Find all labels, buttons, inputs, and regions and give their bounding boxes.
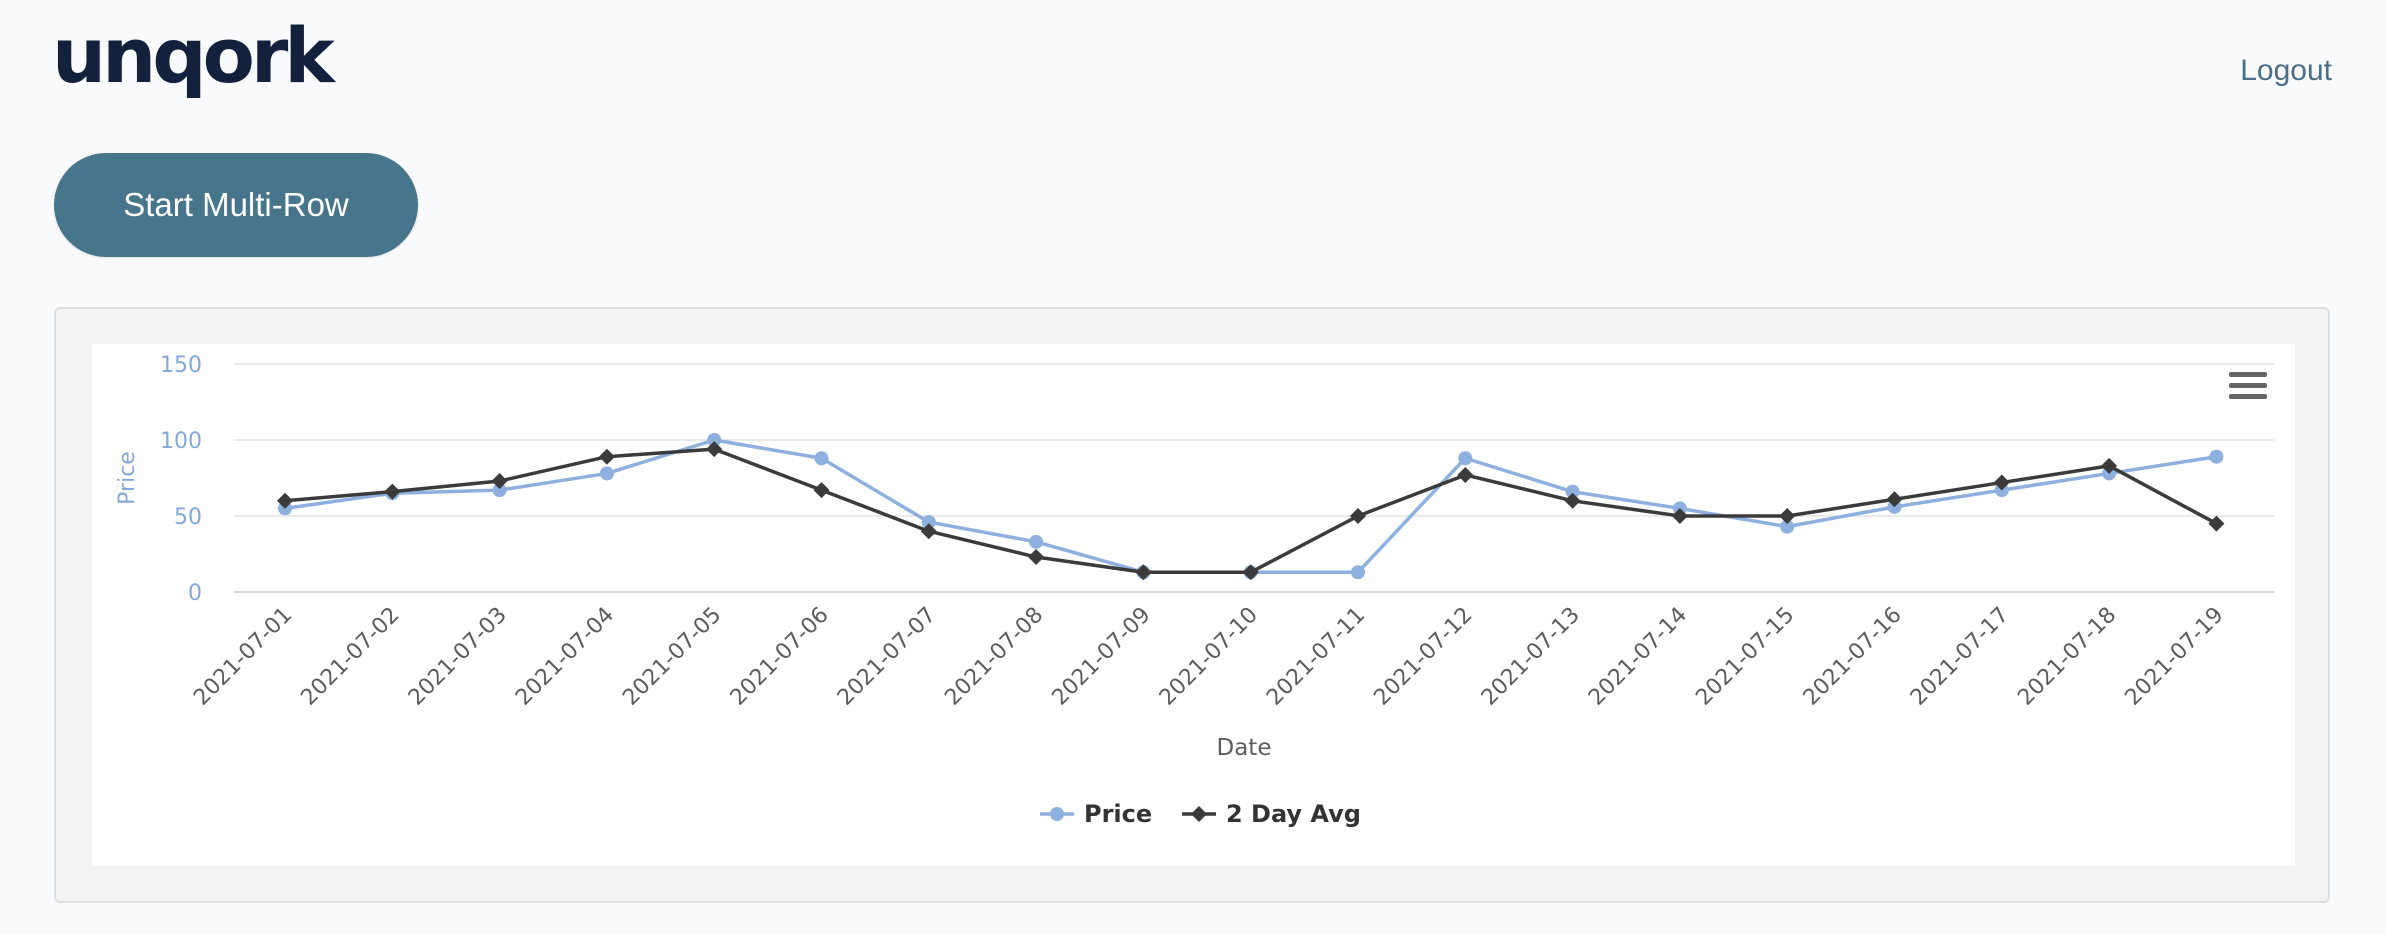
x-tick-label: 2021-07-02	[296, 603, 404, 711]
avg-point	[598, 448, 615, 465]
x-tick-label: 2021-07-03	[404, 603, 512, 711]
price-point	[1458, 451, 1473, 466]
avg-point	[1135, 564, 1152, 581]
price-point	[921, 515, 936, 530]
x-tick-label: 2021-07-05	[618, 603, 726, 711]
avg-point	[2208, 515, 2225, 532]
x-tick-label: 2021-07-06	[726, 603, 834, 711]
y-tick-label: 50	[174, 505, 202, 530]
legend-label-price[interactable]: Price	[1084, 800, 1152, 828]
start-multi-row-button[interactable]: Start Multi-Row	[54, 153, 418, 257]
x-tick-label: 2021-07-13	[1477, 603, 1585, 711]
x-axis-label: Date	[1217, 735, 1272, 761]
y-tick-label: 100	[160, 429, 202, 454]
avg-point	[384, 483, 401, 500]
avg-point	[920, 523, 937, 540]
price-point	[1351, 565, 1365, 580]
y-tick-label: 150	[160, 353, 202, 378]
avg-point	[1242, 564, 1259, 581]
price-point	[814, 451, 829, 466]
x-tick-label: 2021-07-19	[2121, 603, 2229, 711]
avg-point	[491, 473, 508, 490]
x-tick-label: 2021-07-18	[2013, 603, 2121, 711]
price-point	[1029, 534, 1044, 549]
price-point	[2209, 449, 2224, 464]
avg-point	[1993, 474, 2010, 491]
avg-point	[1457, 466, 1474, 483]
price-point	[1780, 519, 1795, 534]
x-tick-label: 2021-07-07	[833, 603, 941, 711]
x-tick-label: 2021-07-11	[1262, 603, 1370, 711]
hamburger-menu-icon[interactable]	[2229, 372, 2267, 406]
y-tick-label: 0	[188, 581, 202, 606]
price-point	[1565, 484, 1580, 499]
x-tick-label: 2021-07-09	[1048, 603, 1156, 711]
x-tick-label: 2021-07-14	[1584, 603, 1692, 711]
x-tick-label: 2021-07-01	[189, 603, 297, 711]
series-line-price	[284, 438, 2217, 574]
avg-point	[813, 482, 830, 499]
x-tick-label: 2021-07-04	[511, 603, 619, 711]
x-tick-label: 2021-07-08	[940, 603, 1048, 711]
legend-marker	[1050, 807, 1064, 821]
price-point	[492, 483, 507, 498]
logout-link[interactable]: Logout	[2240, 54, 2332, 87]
avg-point	[1028, 549, 1045, 566]
x-tick-label: 2021-07-16	[1799, 603, 1907, 711]
x-tick-label: 2021-07-15	[1691, 603, 1799, 711]
avg-point	[1350, 508, 1366, 524]
avg-point	[277, 492, 293, 509]
legend-marker	[1191, 806, 1207, 822]
series-line-two-day-avg	[284, 447, 2218, 574]
price-point	[707, 433, 722, 447]
x-tick-label: 2021-07-17	[1906, 603, 2014, 711]
unqork-logo: unqork	[52, 11, 335, 100]
legend-label-two-day-avg[interactable]: 2 Day Avg	[1226, 800, 1361, 828]
y-axis-label: Price	[115, 451, 140, 505]
price-point	[599, 466, 614, 481]
avg-point	[706, 441, 723, 458]
avg-point	[1886, 491, 1903, 508]
avg-point	[1671, 508, 1688, 524]
chart-card: 0 50 100 150 Price 2021-07-01 2021-07-02 2021-0…	[92, 344, 2295, 866]
avg-point	[1564, 492, 1581, 509]
avg-point	[1779, 508, 1796, 524]
x-tick-label: 2021-07-10	[1155, 603, 1263, 711]
x-tick-label: 2021-07-12	[1369, 603, 1477, 711]
avg-point	[2101, 457, 2118, 474]
